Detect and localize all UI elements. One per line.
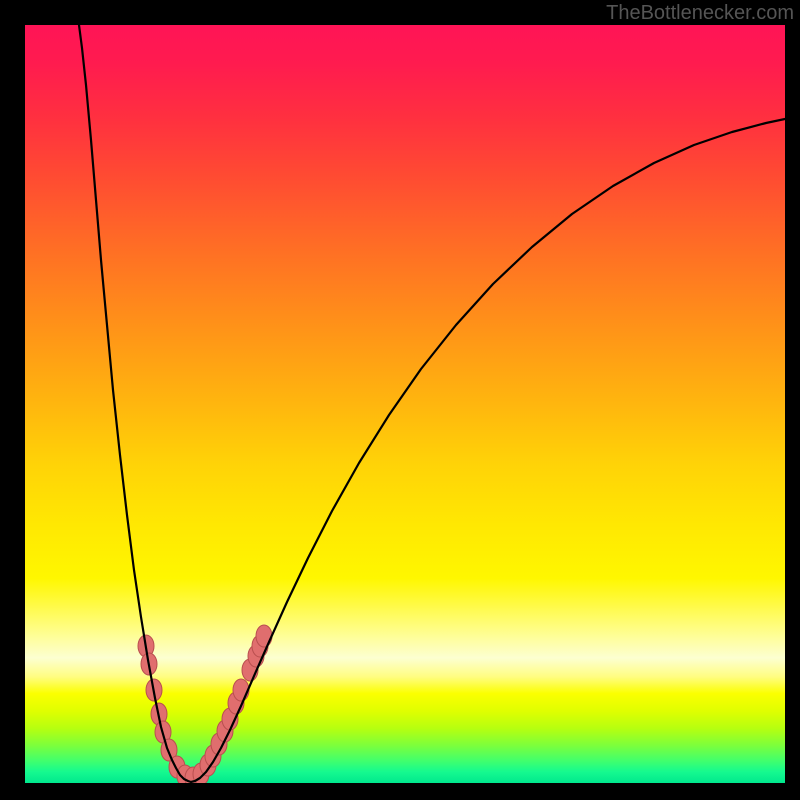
data-marker <box>256 625 272 647</box>
data-marker <box>233 679 249 701</box>
chart-svg <box>0 0 800 800</box>
chart-canvas: TheBottlenecker.com <box>0 0 800 800</box>
chart-background <box>25 25 785 783</box>
watermark-text: TheBottlenecker.com <box>606 2 794 25</box>
